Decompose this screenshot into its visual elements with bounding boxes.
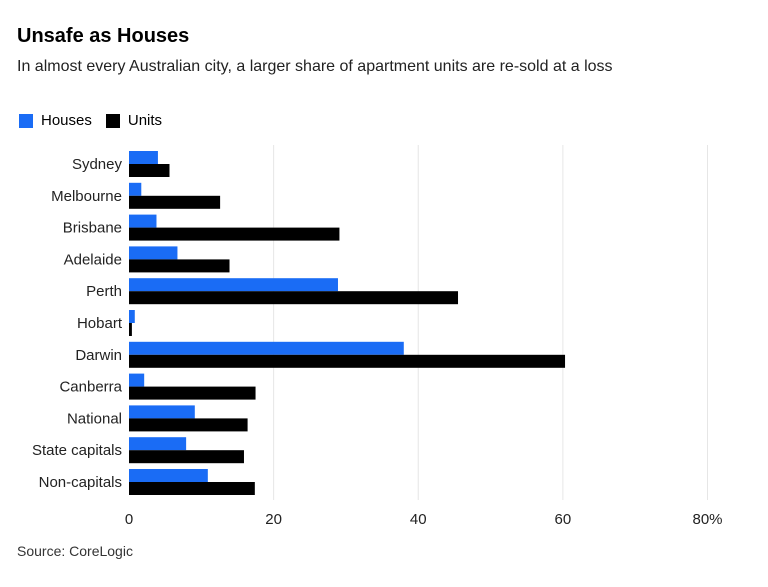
bar-units: [129, 259, 230, 273]
x-tick-label: 60: [555, 511, 572, 528]
category-label: State capitals: [32, 442, 122, 459]
bar-units: [129, 450, 244, 464]
bar-houses: [129, 151, 158, 164]
category-label: Darwin: [75, 347, 122, 364]
category-label: Canberra: [59, 379, 122, 396]
category-label: Melbourne: [51, 188, 122, 205]
bar-houses: [129, 469, 208, 482]
chart-title: Unsafe as Houses: [17, 25, 190, 47]
legend-swatch-houses: [19, 113, 33, 128]
x-tick-label: 40: [410, 511, 427, 528]
source-note: Source: CoreLogic: [17, 543, 133, 559]
bar-units: [129, 386, 256, 400]
category-label: Non-capitals: [39, 474, 122, 491]
bar-houses: [129, 214, 157, 228]
bar-units: [129, 227, 340, 241]
bar-houses: [129, 437, 187, 451]
x-tick-label: 20: [265, 511, 282, 528]
bar-houses: [129, 310, 135, 323]
legend-swatch-units: [105, 113, 120, 128]
chart-subtitle: In almost every Australian city, a large…: [17, 58, 613, 75]
category-label: Sydney: [72, 156, 123, 173]
bar-houses: [129, 405, 195, 419]
bar-houses: [129, 341, 404, 355]
legend-item-units: Units: [105, 112, 163, 129]
bar-houses: [129, 278, 338, 292]
bar-units: [129, 195, 221, 209]
x-tick-label: 0: [125, 511, 133, 528]
bar-units: [129, 323, 132, 336]
bar-units: [129, 482, 255, 495]
legend-label-units: Units: [127, 112, 163, 129]
bar-houses: [129, 182, 142, 196]
bar-units: [129, 164, 170, 177]
bar-units: [129, 354, 566, 368]
category-label: National: [67, 410, 122, 427]
legend-item-houses: Houses: [19, 112, 92, 129]
bar-units: [129, 291, 459, 305]
category-label: Hobart: [77, 315, 123, 332]
legend-label-houses: Houses: [41, 112, 92, 129]
category-label: Brisbane: [63, 220, 122, 237]
x-tick-label: 80%: [692, 511, 722, 528]
category-label: Perth: [86, 283, 122, 300]
bar-houses: [129, 373, 145, 387]
legend: Houses Units: [19, 112, 176, 129]
bar-houses: [129, 246, 178, 260]
category-label: Adelaide: [64, 251, 122, 268]
bar-units: [129, 418, 248, 432]
